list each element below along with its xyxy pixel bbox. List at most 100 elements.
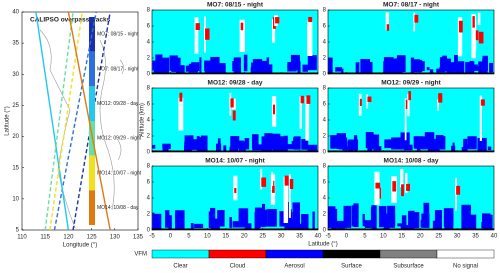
overpass-track <box>67 11 111 231</box>
vfm-texture <box>424 132 435 150</box>
vfm-texture <box>434 210 442 229</box>
vfm-texture <box>233 175 238 201</box>
vfm-texture <box>158 220 161 229</box>
vfm-texture <box>199 57 202 74</box>
vfm-texture <box>367 96 372 103</box>
y-tick-label: 20 <box>12 134 19 140</box>
vfm-texture <box>454 61 464 74</box>
colorbar-class-label: No signal <box>453 264 478 270</box>
x-tick-label: 10 <box>204 234 211 240</box>
vfm-texture <box>245 223 252 230</box>
y-tick-label: 2 <box>323 134 327 140</box>
vfm-texture <box>467 214 477 230</box>
vfm-texture <box>264 143 273 151</box>
y-tick-label: 8 <box>323 8 327 14</box>
y-axis-label: Altitude (km) <box>140 103 146 137</box>
vfm-texture <box>152 212 155 228</box>
vfm-texture <box>300 95 304 104</box>
y-tick-label: 35 <box>12 41 19 47</box>
vfm-texture <box>401 215 407 230</box>
vfm-texture <box>284 175 289 186</box>
vfm-texture <box>178 97 184 131</box>
panel-title: MO12: 09/29 - night <box>381 80 441 87</box>
vfm-texture <box>414 212 420 229</box>
y-tick-label: 6 <box>323 180 327 186</box>
vfm-texture <box>365 132 374 149</box>
vfm-texture <box>371 134 380 150</box>
vfm-texture <box>437 136 446 150</box>
vfm-texture <box>396 55 406 73</box>
vfm-texture <box>368 61 373 74</box>
vfm-texture <box>461 147 468 152</box>
vfm-texture <box>267 209 277 227</box>
vfm-texture <box>293 136 301 150</box>
x-tick-label: 5 <box>363 234 367 240</box>
vfm-texture <box>328 150 494 152</box>
vfm-texture <box>279 211 288 227</box>
x-tick-label: 30 <box>454 234 461 240</box>
map-frame <box>21 11 139 231</box>
vfm-texture <box>383 57 394 74</box>
x-tick-label: 40 <box>491 234 498 240</box>
vfm-texture <box>359 98 362 106</box>
vfm-texture <box>231 98 236 110</box>
vfm-texture <box>446 62 455 74</box>
vfm-texture <box>179 92 183 102</box>
vfm-texture <box>234 188 237 194</box>
x-tick-label: -5 <box>325 234 331 240</box>
vfm-texture <box>194 17 199 54</box>
x-tick-label: 25 <box>259 234 266 240</box>
vfm-texture <box>208 211 213 228</box>
vfm-texture <box>261 177 267 187</box>
vfm-texture <box>307 55 317 71</box>
vfm-texture <box>426 67 430 71</box>
colorbar-swatch <box>265 249 324 259</box>
vfm-texture <box>407 93 410 117</box>
colorbar-swatch <box>379 249 438 259</box>
vfm-texture <box>328 208 338 228</box>
vfm-texture <box>408 210 414 230</box>
vfm-texture <box>232 110 236 121</box>
vfm-texture <box>252 59 263 72</box>
x-tick-label: 10 <box>380 234 387 240</box>
overpass-track <box>53 11 97 231</box>
vfm-texture <box>223 145 227 152</box>
vfm-texture <box>421 213 430 228</box>
legend-swatch <box>89 155 95 191</box>
vfm-texture <box>264 133 273 150</box>
vfm-texture <box>284 144 294 150</box>
vfm-texture <box>152 228 318 230</box>
vfm-texture <box>200 135 208 152</box>
y-tick-label: 2 <box>323 212 327 218</box>
colorbar-swatch <box>436 249 495 259</box>
colorbar-swatch <box>322 249 381 259</box>
vfm-texture <box>207 60 217 72</box>
vfm-texture <box>230 98 234 108</box>
overpass-track <box>44 11 74 231</box>
x-tick-label: 40 <box>315 234 322 240</box>
x-tick-label: 130 <box>110 235 121 241</box>
vfm-texture <box>452 142 455 150</box>
vfm-texture <box>196 136 200 151</box>
vfm-texture <box>232 61 240 72</box>
vfm-texture <box>463 138 468 150</box>
colorbar-class-label: Cloud <box>230 264 246 270</box>
vfm-texture <box>391 137 402 150</box>
profile-panel <box>327 87 495 153</box>
y-tick-label: 8 <box>147 86 151 92</box>
vfm-texture <box>252 70 256 74</box>
vfm-texture <box>390 64 399 74</box>
vfm-texture <box>392 181 397 192</box>
vfm-texture <box>328 228 494 230</box>
profile-panel <box>151 165 319 231</box>
vfm-texture <box>189 139 198 150</box>
vfm-texture <box>289 179 294 189</box>
vfm-texture <box>413 59 421 73</box>
y-tick-label: 6 <box>323 102 327 108</box>
overpass-track <box>35 11 70 231</box>
vfm-texture <box>272 104 276 115</box>
vfm-texture <box>307 20 313 57</box>
vfm-texture <box>335 67 343 72</box>
vfm-texture <box>250 67 261 74</box>
